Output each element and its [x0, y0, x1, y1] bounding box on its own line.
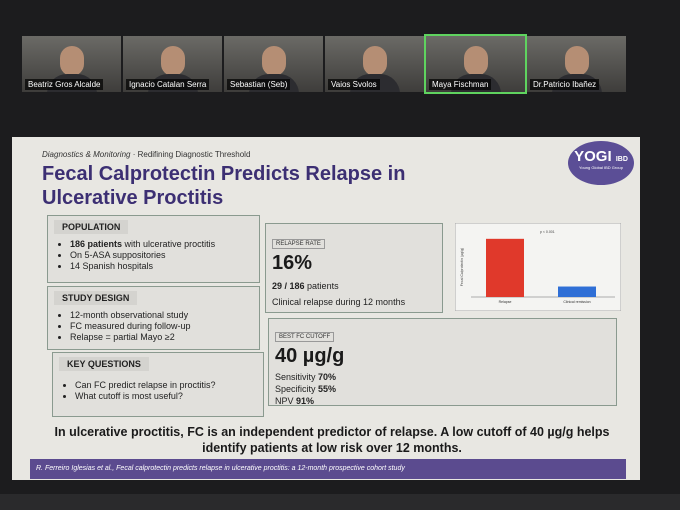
video-tile: Sebastian (Seb)	[224, 36, 323, 92]
bold-text: 186 patients	[70, 239, 123, 249]
video-tile: Ignacio Catalan Serra	[123, 36, 222, 92]
logo-subtitle: Young Global IBD Group	[579, 165, 623, 170]
participant-name: Vaios Svolos	[328, 79, 380, 90]
person-head	[262, 46, 286, 76]
list-item: 186 patients with ulcerative proctitis	[70, 239, 259, 250]
box-heading: POPULATION	[54, 220, 129, 234]
video-tile: Maya Fischman	[424, 34, 527, 94]
participant-name: Ignacio Catalan Serra	[126, 79, 210, 90]
slide: Diagnostics & Monitoring · Redifining Di…	[12, 137, 640, 480]
stat-label: RELAPSE RATE	[272, 239, 325, 249]
text: with ulcerative proctitis	[124, 239, 216, 249]
list-item: Can FC predict relapse in proctitis?	[75, 380, 263, 391]
participant-name: Beatriz Gros Alcalde	[25, 79, 104, 90]
x-tick-label: Relapse	[499, 300, 512, 304]
relapse-rate-box: RELAPSE RATE 16% 29 / 186 patients Clini…	[265, 223, 443, 313]
metric: Specificity 55%	[275, 384, 616, 394]
y-axis-label: Fecal Calprotectin (µg/g)	[460, 248, 464, 286]
stat-value: 16%	[272, 252, 313, 274]
person-head	[363, 46, 387, 76]
mini-chart: Fecal Calprotectin (µg/g) p < 0.001 Relaps…	[455, 223, 621, 311]
citation-title: Fecal calprotectin predicts relapse in u…	[116, 465, 405, 472]
participant-name: Dr.Patricio Ibañez	[530, 79, 600, 90]
metric-name: Specificity	[275, 384, 316, 394]
kicker: Diagnostics & Monitoring · Redifining Di…	[42, 150, 250, 159]
stat-label: BEST FC CUTOFF	[275, 332, 335, 342]
list-item: FC measured during follow-up	[70, 321, 259, 332]
person-head	[161, 46, 185, 76]
citation-bar: R. Ferreiro Iglesias et al., Fecal calpr…	[30, 459, 626, 479]
video-tile: Dr.Patricio Ibañez	[527, 36, 626, 92]
metric-value: 55%	[318, 384, 337, 394]
annotation: p < 0.001	[540, 230, 555, 234]
key-questions-box: KEY QUESTIONS Can FC predict relapse in …	[52, 352, 264, 417]
bar	[558, 286, 596, 297]
stat-note: Clinical relapse during 12 months	[272, 297, 406, 307]
stat-value: 40 µg/g	[275, 345, 345, 367]
box-heading: STUDY DESIGN	[54, 291, 138, 305]
list-item: 14 Spanish hospitals	[70, 261, 259, 272]
bar	[486, 238, 524, 297]
list-item: 12-month observational study	[70, 310, 259, 321]
video-tile: Vaios Svolos	[325, 36, 424, 92]
slide-title: Fecal Calprotectin Predicts Relapse in U…	[42, 163, 406, 209]
population-box: POPULATION 186 patients with ulcerative …	[47, 215, 260, 283]
kicker-text: Diagnostics & Monitoring	[42, 150, 131, 159]
metric: NPV 91%	[275, 396, 616, 406]
chart-frame	[455, 223, 621, 311]
metric: Sensitivity 70%	[275, 372, 616, 382]
metric-value: 70%	[318, 372, 337, 382]
citation-author: R. Ferreiro Iglesias et al.,	[36, 465, 115, 472]
dock	[0, 494, 680, 510]
participant-name: Sebastian (Seb)	[227, 79, 291, 90]
logo: YOGI IBD Young Global IBD Group	[568, 141, 634, 185]
video-tile: Beatriz Gros Alcalde	[22, 36, 121, 92]
participant-name: Maya Fischman	[429, 79, 492, 90]
x-tick-label: Clinical remission	[563, 300, 590, 304]
person-head	[60, 46, 84, 76]
metric-name: NPV	[275, 396, 294, 406]
metric-name: Sensitivity	[275, 372, 316, 382]
fc-cutoff-box: BEST FC CUTOFF 40 µg/g Sensitivity 70% Sp…	[268, 318, 617, 406]
person-head	[464, 46, 488, 76]
kicker-detail: · Redifining Diagnostic Threshold	[132, 150, 251, 159]
logo-tag: IBD	[615, 156, 628, 163]
conclusion: In ulcerative proctitis, FC is an indepe…	[54, 425, 610, 455]
logo-name: YOGI	[574, 148, 612, 165]
metric-value: 91%	[296, 396, 315, 406]
box-heading: KEY QUESTIONS	[59, 357, 149, 371]
study-design-box: STUDY DESIGN 12-month observational stud…	[47, 286, 260, 350]
text: patients	[307, 281, 339, 291]
bold-text: 29 / 186	[272, 281, 305, 291]
list-item: Relapse = partial Mayo ≥2	[70, 332, 259, 343]
list-item: What cutoff is most useful?	[75, 391, 263, 402]
person-head	[565, 46, 589, 76]
list-item: On 5-ASA suppositories	[70, 250, 259, 261]
